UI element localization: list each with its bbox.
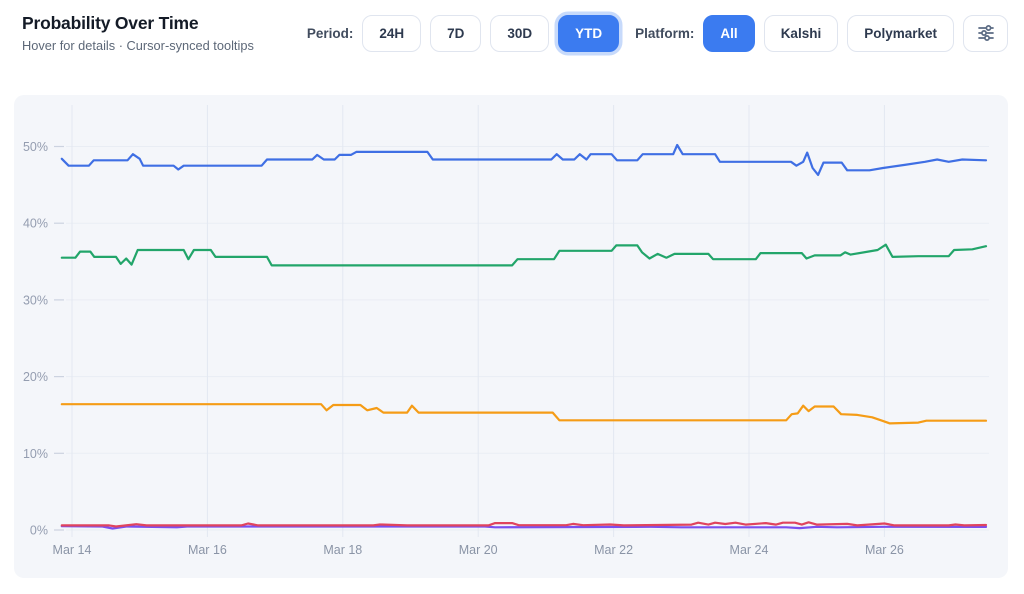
x-axis-label: Mar 18 [323, 543, 362, 557]
x-axis-label: Mar 20 [459, 543, 498, 557]
y-axis-label: 40% [23, 217, 48, 231]
period-button-30d[interactable]: 30D [490, 14, 550, 52]
y-axis-label: 10% [23, 447, 48, 461]
series-line-blue [60, 143, 988, 177]
title-block: Probability Over Time Hover for details … [22, 13, 254, 53]
platform-button-all[interactable]: All [703, 14, 755, 52]
y-axis-label: 0% [30, 524, 48, 538]
series-line-purple [60, 525, 988, 530]
page-title: Probability Over Time [22, 13, 199, 33]
chart-panel: 0% 10% 20% 30% 40% 50% Mar 14 Mar 16 Mar 18 Mar 2… [14, 95, 1008, 578]
period-button-7d[interactable]: 7D [430, 14, 482, 52]
platform-button-polymarket[interactable]: Polymarket [847, 14, 954, 52]
platform-label: Platform: [635, 25, 695, 41]
page-subtitle: Hover for details · Cursor-synced toolti… [22, 38, 254, 53]
x-axis-label: Mar 24 [730, 543, 769, 557]
y-axis-label: 50% [23, 140, 48, 154]
platform-button-kalshi[interactable]: Kalshi [763, 14, 839, 52]
x-axis-label: Mar 26 [865, 543, 904, 557]
period-button-ytd[interactable]: YTD [558, 14, 620, 52]
sliders-icon [976, 23, 996, 43]
series-line-orange [60, 403, 988, 425]
period-label: Period: [306, 25, 354, 41]
series-line-green [60, 243, 988, 267]
series-line-red [60, 521, 988, 528]
chart-controls: Period: 24H 7D 30D YTD Platform: All Kal… [306, 14, 1008, 52]
y-axis-label: 20% [23, 370, 48, 384]
x-axis-label: Mar 14 [53, 543, 92, 557]
header: Probability Over Time Hover for details … [0, 0, 1024, 53]
probability-chart[interactable]: 0% 10% 20% 30% 40% 50% Mar 14 Mar 16 Mar 18 Mar 2… [14, 95, 1008, 578]
chart-settings-button[interactable] [963, 14, 1008, 52]
x-axis-label: Mar 22 [594, 543, 633, 557]
y-axis-label: 30% [23, 293, 48, 307]
period-button-24h[interactable]: 24H [362, 14, 422, 52]
x-axis-label: Mar 16 [188, 543, 227, 557]
